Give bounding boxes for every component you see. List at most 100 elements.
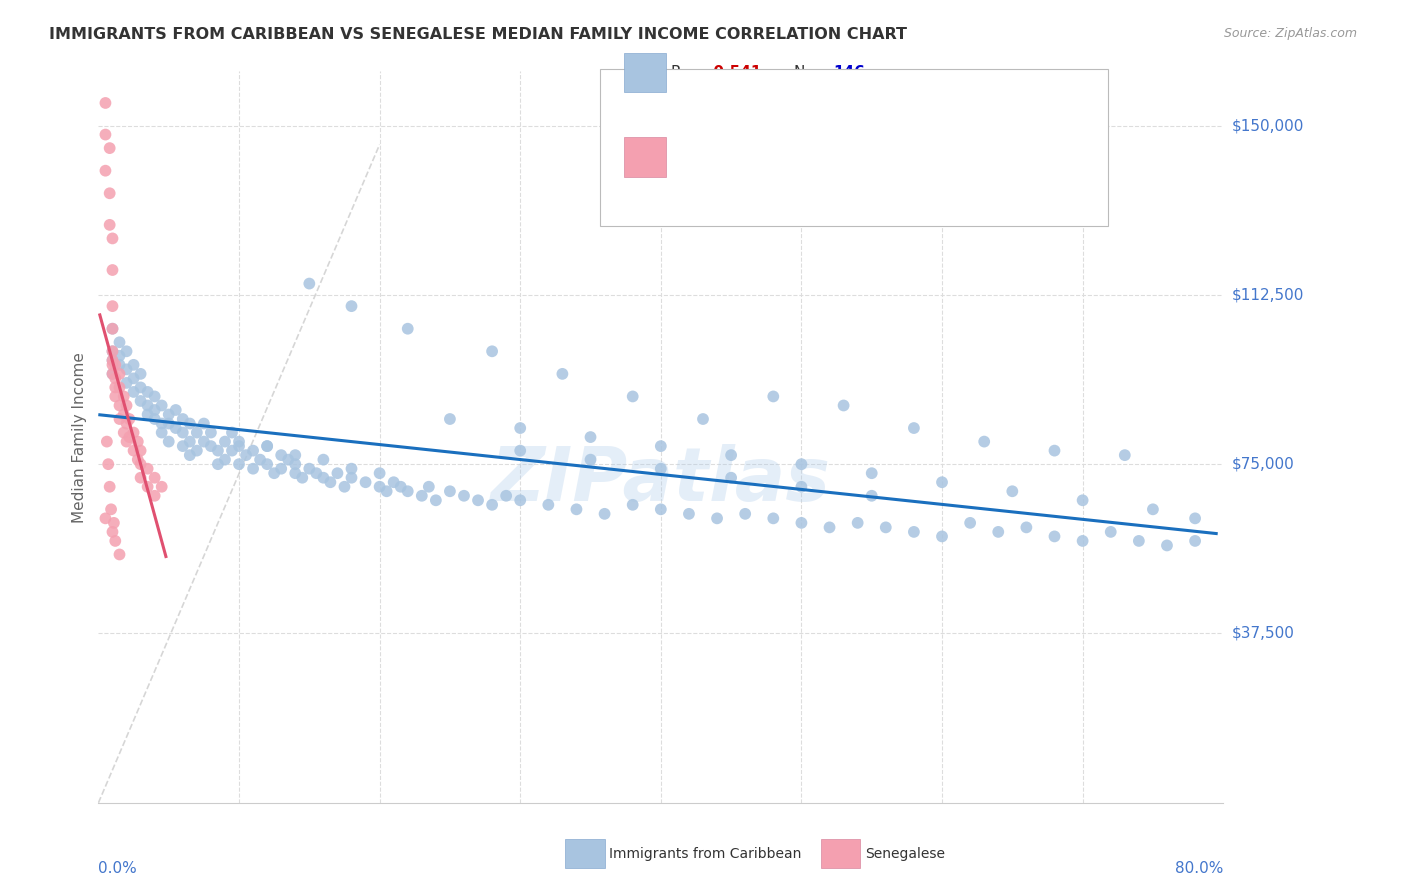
- Point: [94, 511, 117, 525]
- Point: [143, 471, 166, 485]
- Point: [1156, 538, 1178, 552]
- Point: [115, 434, 138, 449]
- Point: [165, 421, 187, 435]
- Text: 80.0%: 80.0%: [1175, 862, 1223, 877]
- Point: [481, 498, 503, 512]
- Text: R =: R =: [671, 150, 704, 164]
- Point: [129, 394, 152, 409]
- Point: [1015, 520, 1038, 534]
- Point: [284, 457, 307, 471]
- Point: [143, 412, 166, 426]
- Point: [108, 367, 131, 381]
- Point: [200, 439, 222, 453]
- Point: [875, 520, 897, 534]
- Point: [903, 421, 925, 435]
- Point: [593, 507, 616, 521]
- Point: [818, 520, 841, 534]
- Point: [931, 475, 953, 490]
- Point: [368, 480, 391, 494]
- Text: 0.0%: 0.0%: [98, 862, 138, 877]
- Point: [762, 511, 785, 525]
- Point: [931, 529, 953, 543]
- Point: [122, 443, 145, 458]
- Point: [481, 344, 503, 359]
- Point: [228, 434, 250, 449]
- Point: [340, 299, 363, 313]
- Point: [157, 417, 180, 431]
- Point: [94, 163, 117, 178]
- Point: [565, 502, 588, 516]
- Point: [509, 443, 531, 458]
- Text: $75,000: $75,000: [1232, 457, 1295, 472]
- Point: [179, 434, 201, 449]
- Point: [340, 471, 363, 485]
- Point: [101, 353, 124, 368]
- Point: [509, 421, 531, 435]
- Point: [537, 498, 560, 512]
- Point: [136, 461, 159, 475]
- Point: [101, 524, 124, 539]
- Point: [129, 380, 152, 394]
- Point: [1184, 511, 1206, 525]
- Point: [136, 399, 159, 413]
- Point: [375, 484, 398, 499]
- Point: [284, 466, 307, 480]
- Point: [1114, 448, 1136, 462]
- Point: [108, 349, 131, 363]
- Point: [650, 439, 672, 453]
- Point: [193, 434, 215, 449]
- Point: [150, 480, 173, 494]
- Point: [150, 399, 173, 413]
- Point: [101, 358, 124, 372]
- Point: [127, 452, 149, 467]
- Point: [136, 408, 159, 422]
- Point: [104, 358, 127, 372]
- Point: [228, 439, 250, 453]
- Point: [108, 412, 131, 426]
- Text: Senegalese: Senegalese: [865, 847, 945, 861]
- Point: [235, 448, 257, 462]
- Point: [382, 475, 405, 490]
- Point: [94, 95, 117, 110]
- Point: [1071, 533, 1094, 548]
- Point: [959, 516, 981, 530]
- Point: [129, 471, 152, 485]
- Point: [277, 452, 299, 467]
- Point: [270, 461, 292, 475]
- Text: 0.172: 0.172: [707, 150, 755, 164]
- Point: [179, 417, 201, 431]
- Point: [1128, 533, 1150, 548]
- Point: [98, 186, 121, 201]
- Point: [108, 548, 131, 562]
- Point: [340, 461, 363, 475]
- Point: [453, 489, 475, 503]
- Point: [115, 344, 138, 359]
- Point: [150, 425, 173, 440]
- Y-axis label: Median Family Income: Median Family Income: [72, 351, 87, 523]
- Point: [129, 367, 152, 381]
- Point: [172, 439, 194, 453]
- Point: [987, 524, 1010, 539]
- Point: [136, 384, 159, 399]
- Point: [298, 277, 321, 291]
- Text: ZIPatlas: ZIPatlas: [491, 444, 831, 517]
- Point: [551, 367, 574, 381]
- Point: [101, 322, 124, 336]
- Point: [122, 384, 145, 399]
- Point: [94, 128, 117, 142]
- Point: [207, 457, 229, 471]
- Point: [96, 434, 118, 449]
- Point: [298, 461, 321, 475]
- Point: [98, 218, 121, 232]
- Text: Source: ZipAtlas.com: Source: ZipAtlas.com: [1223, 27, 1357, 40]
- Point: [720, 448, 742, 462]
- Point: [101, 344, 124, 359]
- Point: [104, 380, 127, 394]
- Point: [1071, 493, 1094, 508]
- Point: [172, 412, 194, 426]
- Point: [790, 516, 813, 530]
- Point: [312, 471, 335, 485]
- Point: [108, 335, 131, 350]
- Point: [256, 439, 278, 453]
- Point: [319, 475, 342, 490]
